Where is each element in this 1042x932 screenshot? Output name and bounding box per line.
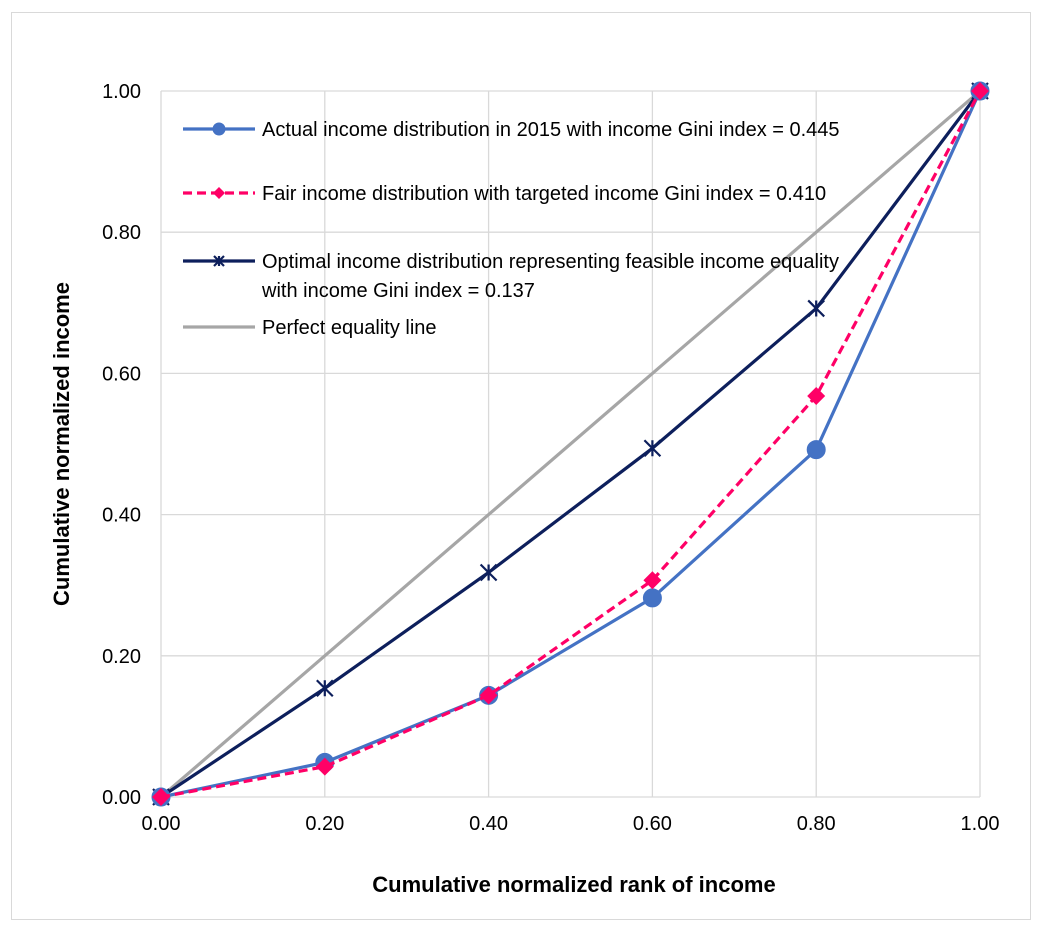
legend: Actual income distribution in 2015 with …: [183, 119, 840, 339]
legend-marker-fair: [213, 187, 225, 199]
y-tick-label-0: 0.00: [102, 787, 141, 809]
series-line-actual: [160, 90, 982, 799]
y-tick-label-4: 0.80: [102, 222, 141, 244]
grid: [160, 90, 981, 798]
x-axis-title: Cumulative normalized rank of income: [372, 872, 775, 897]
y-tick-label-2: 0.40: [102, 505, 141, 527]
x-tick-label-0: 0.00: [142, 813, 181, 835]
y-tick-label-5: 1.00: [102, 81, 141, 103]
point-fair-0: [152, 788, 170, 806]
x-tick-label-4: 0.80: [797, 813, 836, 835]
y-axis-title: Cumulative normalized income: [49, 282, 74, 606]
x-tick-label-2: 0.40: [469, 813, 508, 835]
series-line-optimal: [160, 90, 982, 799]
y-tick-label-1: 0.20: [102, 646, 141, 668]
legend-label-optimal: Optimal income distribution representing…: [262, 251, 839, 273]
point-optimal-1: [316, 679, 334, 698]
x-tick-label-5: 1.00: [961, 813, 1000, 835]
legend-label-actual: Actual income distribution in 2015 with …: [262, 119, 840, 141]
legend-label-fair: Fair income distribution with targeted i…: [262, 183, 826, 205]
point-fair-4: [807, 386, 826, 405]
legend-marker-optimal: [213, 255, 225, 267]
tick-labels: 0.00 0.20 0.40 0.60 0.80 1.00 0.00 0.20 0.40 0.60…: [102, 81, 999, 835]
y-tick-label-3: 0.60: [102, 363, 141, 385]
point-fair-3: [643, 571, 662, 590]
point-actual-3: [642, 588, 662, 608]
point-optimal-3: [643, 439, 662, 458]
point-fair-2: [479, 686, 498, 705]
legend-label-equality: Perfect equality line: [262, 317, 437, 339]
legend-label-optimal-line2: with income Gini index = 0.137: [261, 280, 535, 302]
series-line-equality: [159, 89, 982, 799]
chart-frame: [11, 12, 1031, 920]
x-tick-label-1: 0.20: [305, 813, 344, 835]
point-fair-5: [971, 82, 989, 100]
point-optimal-4: [807, 299, 825, 318]
point-actual-4: [806, 440, 826, 460]
point-optimal-2: [479, 563, 498, 582]
legend-marker-actual: [212, 122, 226, 136]
point-fair-1: [315, 757, 334, 776]
x-tick-label-3: 0.60: [633, 813, 672, 835]
series-group: [151, 81, 990, 807]
